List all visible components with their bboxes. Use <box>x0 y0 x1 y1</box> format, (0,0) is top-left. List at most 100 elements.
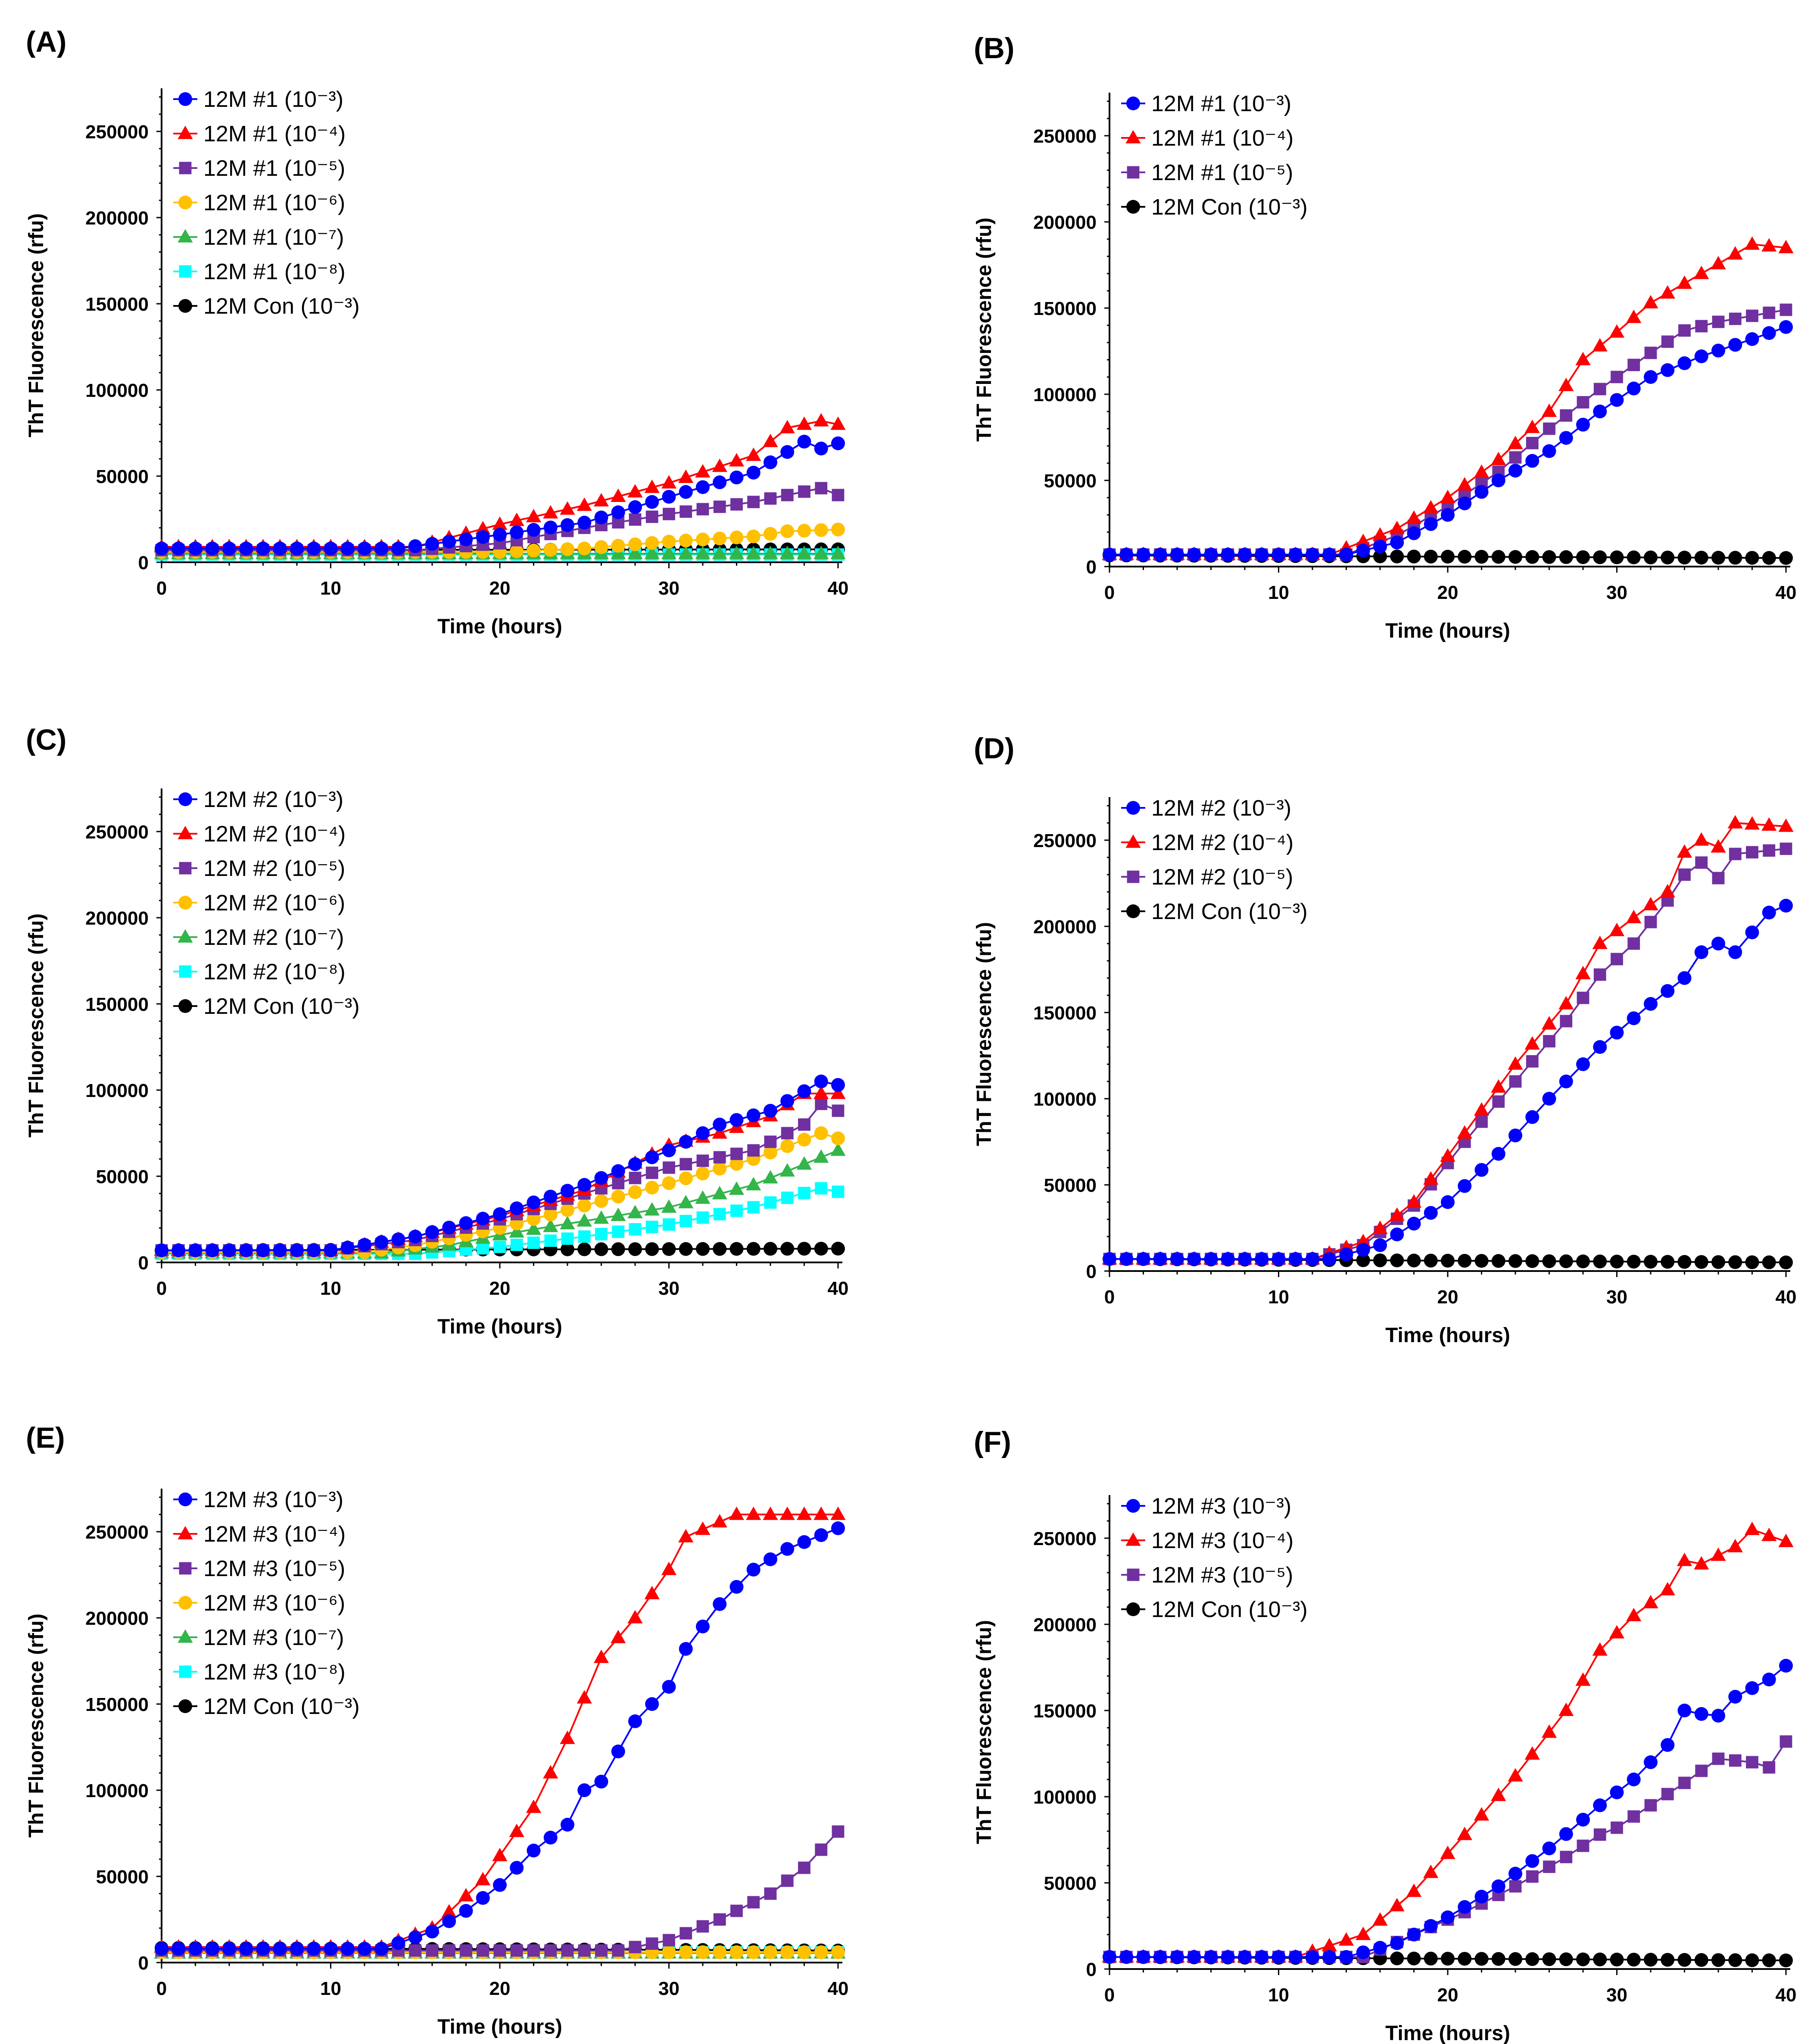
data-point <box>1526 436 1539 449</box>
data-point <box>577 1178 592 1192</box>
data-point <box>358 1942 371 1956</box>
data-point <box>1524 419 1540 433</box>
data-point <box>1509 451 1522 464</box>
data-point <box>611 1190 625 1204</box>
data-point <box>696 503 709 516</box>
data-point <box>442 535 456 548</box>
legend-label: 12M #1 (10⁻⁴) <box>1151 126 1293 151</box>
data-point <box>1660 285 1675 299</box>
legend-label: 12M #3 (10⁻⁴) <box>203 1522 346 1547</box>
legend-label: 12M #1 (10⁻⁴) <box>203 122 346 146</box>
data-point <box>1457 477 1472 491</box>
data-point <box>627 1205 643 1218</box>
data-point <box>1729 1754 1742 1767</box>
data-point <box>780 1094 795 1108</box>
data-point <box>1288 1252 1303 1266</box>
data-point <box>764 455 777 469</box>
data-point <box>815 1843 828 1856</box>
data-point <box>645 1242 659 1256</box>
legend-label: 12M #1 (10⁻⁵) <box>203 156 345 181</box>
data-point <box>814 523 828 537</box>
data-point <box>1763 1761 1776 1774</box>
data-point <box>1677 551 1692 565</box>
data-point <box>1575 1672 1591 1686</box>
data-point <box>644 480 660 493</box>
data-point <box>662 1144 676 1157</box>
data-point <box>1744 1521 1760 1535</box>
x-axis-title: Time (hours) <box>437 615 562 638</box>
data-point <box>340 1240 355 1255</box>
data-point <box>661 1561 677 1575</box>
data-point <box>577 542 592 555</box>
data-point <box>477 1944 489 1957</box>
data-point <box>1474 1890 1489 1904</box>
series-0 <box>1103 320 1793 561</box>
data-point <box>679 1158 692 1171</box>
data-point <box>695 1521 711 1535</box>
panel-label: (A) <box>26 25 66 58</box>
data-point <box>763 433 778 447</box>
data-point <box>543 520 558 535</box>
data-point <box>1525 1254 1540 1268</box>
data-point <box>764 527 777 541</box>
data-point <box>1474 464 1490 478</box>
data-point <box>1339 1247 1353 1262</box>
data-point <box>1762 1953 1776 1967</box>
data-point <box>729 1181 745 1195</box>
y-tick-label: 100000 <box>85 380 149 401</box>
data-point <box>831 1131 845 1145</box>
data-point <box>696 1920 709 1933</box>
data-point <box>779 1163 795 1177</box>
data-point <box>1272 1950 1286 1964</box>
data-point <box>1610 550 1624 564</box>
legend-label: 12M #2 (10⁻⁸) <box>203 960 346 985</box>
legend-marker <box>178 196 192 209</box>
data-point <box>1576 1952 1590 1966</box>
data-point <box>1441 1910 1455 1924</box>
data-point <box>747 1144 760 1157</box>
data-point <box>1221 1950 1235 1964</box>
data-point <box>1661 550 1675 564</box>
data-point <box>594 1171 608 1185</box>
data-point <box>814 1075 828 1088</box>
x-tick-label: 20 <box>1437 582 1458 603</box>
data-point <box>747 1896 760 1909</box>
data-point <box>1577 1839 1589 1852</box>
legend-label: 12M Con (10⁻³) <box>203 1694 360 1719</box>
data-point <box>1779 1256 1793 1269</box>
data-point <box>1322 1252 1337 1266</box>
data-point <box>443 1944 455 1957</box>
data-point <box>1711 551 1725 565</box>
data-point <box>1745 925 1759 939</box>
data-point <box>408 1230 422 1243</box>
legend-label: 12M #2 (10⁻⁴) <box>203 822 346 847</box>
data-point <box>543 1765 558 1779</box>
y-tick-label: 250000 <box>1033 1528 1097 1549</box>
data-point <box>1458 1179 1472 1193</box>
data-point <box>527 523 541 537</box>
data-point <box>781 1127 794 1140</box>
data-point <box>1712 872 1725 885</box>
data-point <box>628 1714 642 1728</box>
series-0 <box>155 1521 845 1956</box>
data-point <box>1661 1953 1675 1967</box>
data-point <box>611 1164 625 1178</box>
data-point <box>1661 1788 1674 1801</box>
data-point <box>1491 474 1505 487</box>
data-point <box>476 1891 490 1905</box>
data-point <box>1103 1950 1116 1964</box>
legend-label: 12M #1 (10⁻³) <box>203 87 343 112</box>
data-point <box>1779 1659 1793 1673</box>
data-point <box>696 1126 710 1140</box>
x-tick-label: 20 <box>489 1978 511 1999</box>
data-point <box>1170 1252 1184 1266</box>
data-point <box>188 1942 203 1956</box>
y-axis-title: ThT Fluorescence (rfu) <box>25 213 48 437</box>
data-point <box>1729 848 1742 860</box>
data-point <box>729 453 745 467</box>
data-point <box>831 1242 845 1256</box>
data-point <box>712 458 727 472</box>
data-point <box>1644 1755 1658 1769</box>
series-line <box>1109 1528 1786 1958</box>
data-point <box>832 1104 845 1117</box>
